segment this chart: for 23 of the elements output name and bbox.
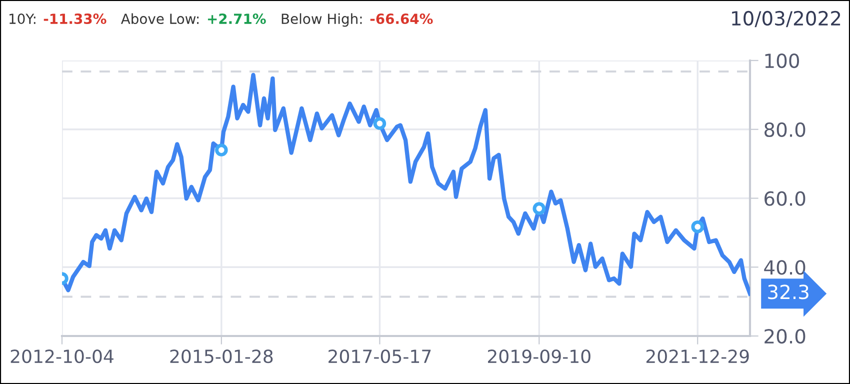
point bbox=[691, 220, 704, 234]
text: -11.33% bbox=[44, 14, 106, 24]
text: -66.64% bbox=[370, 14, 433, 24]
y-tick-label: 100 bbox=[765, 53, 800, 68]
annotation: 32.3 bbox=[768, 284, 808, 300]
text: 10Y: bbox=[10, 14, 36, 24]
line-series bbox=[62, 72, 750, 296]
text: Below High: bbox=[282, 13, 362, 27]
x-tick-label: 2012-10-04 bbox=[10, 350, 114, 364]
y-tick-label: 80.0 bbox=[764, 122, 806, 138]
point bbox=[215, 144, 228, 156]
text: Above Low: bbox=[120, 13, 199, 24]
x-tick-label: 2015-01-28 bbox=[170, 350, 273, 364]
text: +2.71% bbox=[208, 14, 266, 24]
y-tick-label: 40.0 bbox=[764, 260, 806, 275]
x-tick-label: 2017-05-17 bbox=[328, 350, 431, 364]
text: 10/03/2022 bbox=[732, 10, 840, 28]
x-tick-label: 2021-12-29 bbox=[646, 350, 749, 364]
point bbox=[532, 202, 546, 215]
y-tick-label: 60.0 bbox=[764, 191, 806, 206]
y-tick-label: 20.0 bbox=[764, 328, 806, 344]
x-tick-label: 2019-09-10 bbox=[488, 350, 590, 364]
point bbox=[373, 117, 386, 130]
